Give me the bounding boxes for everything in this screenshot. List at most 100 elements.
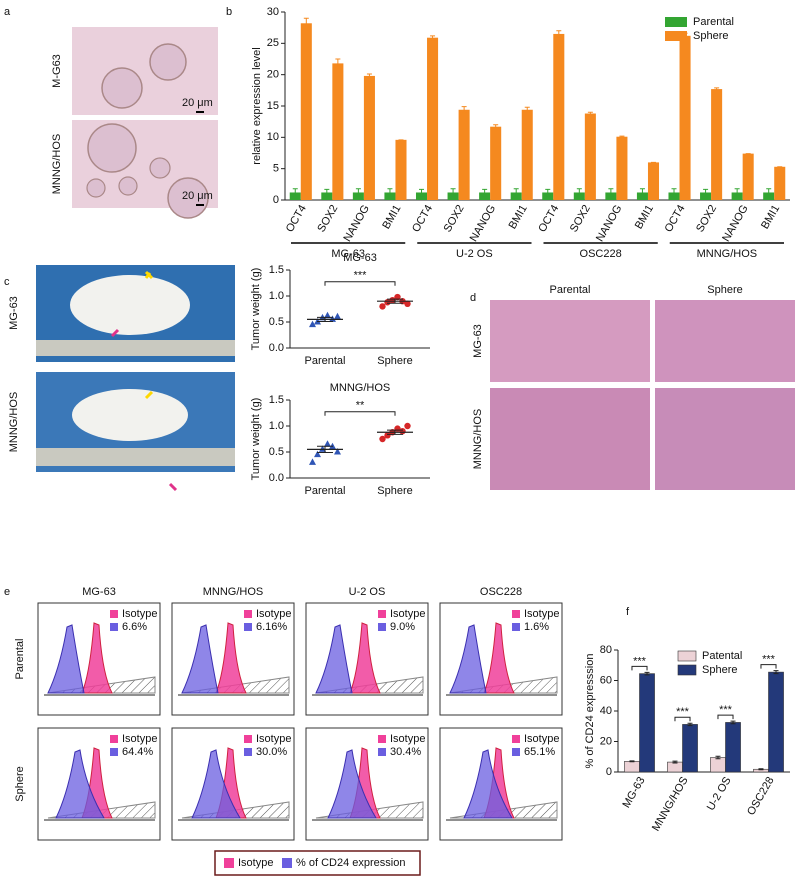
error-bar xyxy=(644,671,650,676)
gate-label: Isotype xyxy=(122,733,157,745)
significance-bracket xyxy=(717,714,734,720)
row-label: Sphere xyxy=(14,766,26,801)
y-tick-label: 60 xyxy=(600,674,612,686)
data-point xyxy=(334,312,341,320)
y-tick-label: 0 xyxy=(273,194,279,206)
error-bar xyxy=(545,188,551,197)
bar xyxy=(521,109,533,200)
legend-label: Patental xyxy=(702,650,742,662)
group-label: MG-63 xyxy=(331,248,365,260)
sem-bar xyxy=(317,445,333,454)
y-tick-label: 5 xyxy=(273,163,279,175)
sem-bar xyxy=(317,316,333,322)
bar xyxy=(679,35,691,201)
legend-swatch xyxy=(110,735,118,743)
y-axis-label: Tumor weight (g) xyxy=(250,268,262,351)
legend-label: Sphere xyxy=(693,30,728,42)
error-bar xyxy=(671,188,677,197)
legend-swatch xyxy=(378,748,386,756)
error-bar xyxy=(493,124,499,130)
significance-bracket xyxy=(324,411,396,416)
y-tick-label: 0.0 xyxy=(269,472,284,484)
y-tick-label: 0 xyxy=(606,766,612,778)
data-point xyxy=(404,422,411,430)
sem-bar xyxy=(387,298,403,304)
bar xyxy=(363,75,375,200)
cd24-peak xyxy=(191,749,241,819)
row-label: MG-63 xyxy=(472,324,484,358)
cd24-peak xyxy=(449,624,487,694)
x-tick-label: Sphere xyxy=(377,485,412,497)
panel-label: c xyxy=(4,276,10,288)
isotype-peak xyxy=(349,622,381,694)
group-label: U-2 OS xyxy=(456,248,493,260)
legend-label: Sphere xyxy=(702,664,737,676)
x-tick-label: NANOG xyxy=(341,203,372,244)
row-label: M-G63 xyxy=(51,54,63,88)
row-label: MNNG/HOS xyxy=(51,134,63,195)
error-bar xyxy=(587,111,593,116)
data-point xyxy=(324,311,331,319)
gate-label: Isotype xyxy=(390,733,425,745)
scale-bar-label: 20 μm xyxy=(182,190,213,202)
x-tick-label: BMI1 xyxy=(633,203,656,231)
photo-histology xyxy=(490,300,795,490)
row-label: Parental xyxy=(14,639,26,680)
error-bar xyxy=(758,768,764,771)
significance-bracket xyxy=(631,665,648,671)
bar xyxy=(700,192,712,200)
bar xyxy=(616,136,628,200)
gate-label: Isotype xyxy=(256,733,291,745)
error-bar xyxy=(773,670,779,675)
bar xyxy=(490,126,502,200)
gate-label: Isotype xyxy=(122,608,157,620)
significance-label: ** xyxy=(356,400,365,412)
cd24-peak xyxy=(315,624,353,694)
legend-swatch xyxy=(378,623,386,631)
error-bar xyxy=(619,135,625,138)
error-bar xyxy=(419,188,425,197)
legend-swatch xyxy=(378,610,386,618)
x-tick-label: U-2 OS xyxy=(705,775,734,813)
data-point xyxy=(399,428,406,435)
bar xyxy=(667,761,683,773)
data-point xyxy=(404,300,411,307)
cd24-peak xyxy=(327,749,377,819)
significance-bracket xyxy=(324,281,396,286)
x-tick-label: SOX2 xyxy=(568,203,593,234)
x-tick-label: OCT4 xyxy=(663,203,688,234)
legend-swatch xyxy=(677,650,697,662)
y-tick-label: 0.5 xyxy=(269,316,284,328)
bar xyxy=(624,761,640,773)
legend-swatch xyxy=(224,858,234,868)
y-axis-label: % of CD24 expresssion xyxy=(584,654,596,769)
row-label: MG-63 xyxy=(8,296,20,330)
y-tick-label: 0.0 xyxy=(269,342,284,354)
error-bar xyxy=(608,188,614,197)
error-bar xyxy=(387,188,393,197)
bar xyxy=(553,33,565,200)
x-tick-label: OCT4 xyxy=(536,203,561,234)
error-bar xyxy=(482,188,488,197)
panel-label: d xyxy=(470,292,476,304)
y-tick-label: 40 xyxy=(600,705,612,717)
row-label: MNNG/HOS xyxy=(472,409,484,470)
error-bar xyxy=(355,188,361,197)
x-tick-label: SOX2 xyxy=(315,203,340,234)
legend-box xyxy=(214,850,421,876)
bar xyxy=(711,89,723,200)
column-label: Sphere xyxy=(707,284,742,296)
error-bar xyxy=(324,188,330,197)
legend-swatch xyxy=(244,735,252,743)
y-tick-label: 1.5 xyxy=(269,264,284,276)
x-tick-label: BMI1 xyxy=(759,203,782,231)
error-bar xyxy=(639,188,645,197)
data-point xyxy=(384,432,391,439)
error-bar xyxy=(366,73,372,79)
data-point xyxy=(309,458,316,465)
bar xyxy=(725,722,741,773)
photo-mice xyxy=(36,265,235,492)
x-tick-label: Sphere xyxy=(377,355,412,367)
x-tick-label: BMI1 xyxy=(380,203,403,231)
x-tick-label: NANOG xyxy=(720,203,751,244)
